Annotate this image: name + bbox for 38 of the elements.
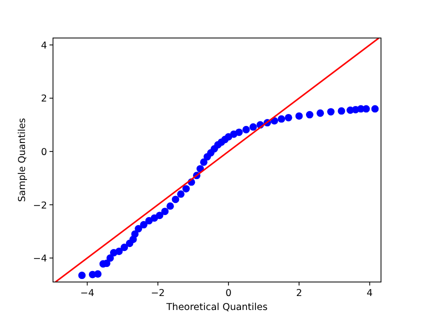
point bbox=[242, 126, 250, 134]
point bbox=[182, 185, 190, 192]
point bbox=[177, 190, 185, 198]
y-axis-title: Sample Quantiles bbox=[17, 118, 28, 202]
point bbox=[161, 208, 169, 216]
point bbox=[371, 105, 379, 113]
point bbox=[249, 123, 257, 131]
x-tick-label: 0 bbox=[225, 288, 232, 299]
point bbox=[140, 221, 148, 228]
point bbox=[131, 230, 139, 238]
point bbox=[200, 158, 208, 166]
point bbox=[106, 254, 114, 262]
point bbox=[94, 270, 102, 278]
point bbox=[306, 111, 314, 118]
point bbox=[134, 225, 142, 232]
point bbox=[172, 196, 180, 204]
x-tick-label: −2 bbox=[150, 288, 165, 299]
x-tick-label: 4 bbox=[366, 288, 373, 299]
point bbox=[327, 108, 335, 116]
point bbox=[235, 128, 243, 136]
x-axis-title: Theoretical Quantiles bbox=[165, 302, 268, 313]
point bbox=[166, 202, 174, 210]
point bbox=[156, 212, 164, 220]
point bbox=[120, 244, 128, 252]
y-tick-label: 0 bbox=[40, 146, 47, 158]
y-tick-label: −4 bbox=[32, 254, 47, 265]
x-tick-label: 2 bbox=[296, 288, 302, 299]
x-tick-label: −4 bbox=[80, 288, 94, 299]
y-tick-label: 4 bbox=[40, 40, 47, 52]
point bbox=[115, 248, 123, 256]
y-tick-label: −2 bbox=[32, 200, 47, 212]
y-tick-label: 2 bbox=[40, 94, 47, 105]
point bbox=[338, 107, 346, 115]
point bbox=[278, 115, 286, 123]
point bbox=[316, 109, 324, 117]
point bbox=[284, 114, 292, 122]
point bbox=[78, 272, 86, 280]
point bbox=[295, 112, 303, 120]
